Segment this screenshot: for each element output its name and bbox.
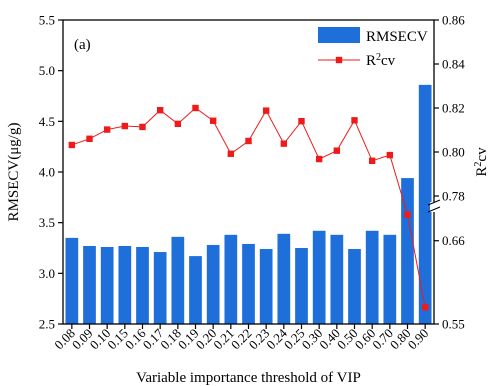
x-tick-label: 0.90 <box>405 326 432 353</box>
r2cv-point <box>280 140 288 147</box>
rmsecv-bar <box>277 233 291 324</box>
legend-rmsecv-swatch <box>318 27 360 43</box>
rmsecv-bar <box>312 230 326 324</box>
r2cv-point <box>139 123 146 131</box>
legend: RMSECV R2cv <box>318 27 428 69</box>
panel-label: (a) <box>74 37 91 53</box>
legend-r2cv-marker <box>335 56 343 64</box>
rmsecv-bar <box>418 84 432 324</box>
left-axis-title: RMSECV(μg/g) <box>6 123 22 222</box>
rmsecv-bar <box>383 234 397 324</box>
r2cv-point <box>68 141 76 149</box>
left-tick-label: 4.0 <box>39 165 55 180</box>
r2cv-point <box>404 211 411 218</box>
right-tick-label: 0.55 <box>442 317 465 332</box>
r2cv-point <box>227 150 235 157</box>
r2cv-point <box>333 147 341 154</box>
left-axis-ticks: 2.5 3.0 3.5 4.0 4.5 5.0 5.5 <box>39 13 63 332</box>
rmsecv-bar <box>206 244 220 324</box>
right-axis-ticks: 0.78 0.80 0.82 0.84 0.86 0.55 0.66 <box>434 13 465 332</box>
right-tick-label: 0.78 <box>442 189 465 204</box>
rmsecv-bar <box>136 246 149 324</box>
x-axis-ticks: 0.080.090.100.150.160.170.180.190.200.21… <box>51 324 431 352</box>
r2cv-point <box>245 137 252 145</box>
axis-break-gap <box>430 202 438 212</box>
right-tick-label: 0.66 <box>442 233 465 248</box>
left-tick-label: 2.5 <box>39 317 55 332</box>
r2cv-line-series <box>68 104 429 311</box>
rmsecv-bar <box>83 245 96 324</box>
r2cv-point <box>421 304 429 311</box>
r2cv-point <box>174 120 182 128</box>
left-tick-label: 5.5 <box>39 13 55 28</box>
rmsecv-bar <box>348 249 361 324</box>
axis-break-slash <box>427 199 441 206</box>
rmsecv-bar <box>295 248 308 324</box>
r2cv-point <box>262 107 270 114</box>
rmsecv-bar <box>330 234 344 324</box>
right-axis-title: R2cv <box>473 147 491 177</box>
rmsecv-bar <box>224 234 238 324</box>
left-tick-label: 3.0 <box>39 266 55 281</box>
r2cv-point <box>315 155 323 163</box>
rmsecv-bar <box>259 249 273 324</box>
r2cv-point <box>298 118 305 125</box>
right-tick-label: 0.84 <box>442 57 465 72</box>
rmsecv-bar <box>365 230 379 324</box>
r2cv-point <box>351 117 358 124</box>
right-tick-label: 0.82 <box>442 101 465 116</box>
rmsecv-bar <box>171 236 185 324</box>
x-axis-title: Variable importance threshold of VIP <box>136 370 361 386</box>
legend-rmsecv-label: RMSECV <box>366 29 428 45</box>
r2cv-point <box>386 151 394 159</box>
right-axis-break <box>427 199 441 213</box>
rmsecv-bar <box>189 256 202 324</box>
rmsecv-bar <box>242 243 255 324</box>
axis-break-slash <box>427 206 441 213</box>
r2cv-point <box>86 135 93 142</box>
rmsecv-bar <box>100 246 114 324</box>
r2cv-point <box>121 122 129 130</box>
rmsecv-bars <box>65 84 432 324</box>
r2cv-point <box>209 117 217 124</box>
legend-r2cv-label: R2cv <box>366 52 396 70</box>
r2cv-point <box>192 104 199 112</box>
r2cv-point <box>156 107 164 114</box>
right-tick-label: 0.80 <box>442 145 465 160</box>
left-tick-label: 4.5 <box>39 114 55 129</box>
rmsecv-bar <box>153 252 167 324</box>
right-tick-label: 0.86 <box>442 13 465 28</box>
rmsecv-bar <box>65 237 79 324</box>
r2cv-point <box>368 157 376 164</box>
rmsecv-bar <box>118 245 132 324</box>
left-tick-label: 3.5 <box>39 215 55 230</box>
left-tick-label: 5.0 <box>39 63 55 78</box>
r2cv-point <box>103 126 111 133</box>
